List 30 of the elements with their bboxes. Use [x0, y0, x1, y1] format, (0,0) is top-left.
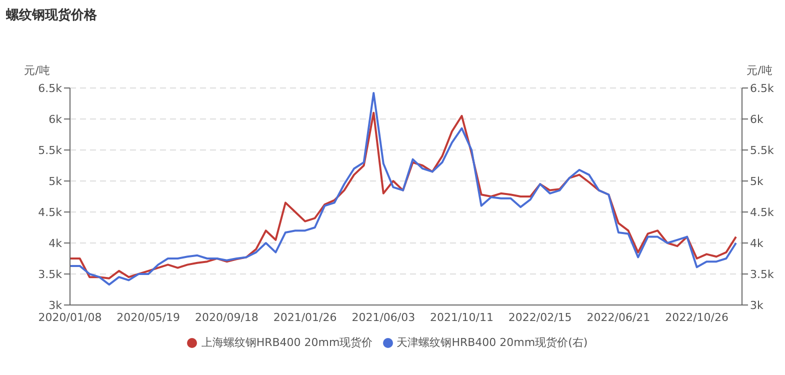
y2-tick-label: 4k	[750, 236, 764, 250]
y2-tick-label: 3.5k	[750, 268, 774, 281]
y-tick-label: 4k	[48, 236, 63, 250]
y-tick-label: 6.5k	[38, 82, 63, 95]
x-tick-label: 2021/06/03	[352, 310, 416, 324]
y2-tick-label: 6k	[750, 112, 764, 126]
y-tick-label: 3.5k	[38, 268, 63, 281]
y-tick-label: 6k	[48, 112, 63, 126]
x-tick-label: 2020/01/08	[38, 310, 102, 324]
y-tick-label: 3k	[48, 298, 63, 312]
legend-label: 上海螺纹钢HRB400 20mm现货价	[201, 336, 373, 349]
y-axis-title: 元/吨	[24, 64, 50, 77]
y2-tick-label: 6.5k	[750, 82, 774, 95]
y2-axis-title: 元/吨	[746, 64, 772, 77]
x-tick-label: 2022/10/26	[665, 310, 729, 324]
x-tick-label: 2021/10/11	[430, 310, 494, 324]
x-tick-label: 2020/09/18	[195, 310, 258, 324]
x-tick-label: 2022/02/15	[508, 310, 572, 324]
y2-tick-label: 3k	[750, 298, 764, 312]
y2-tick-label: 5k	[750, 174, 764, 188]
y2-tick-label: 5.5k	[750, 144, 774, 157]
y-tick-label: 4.5k	[38, 206, 63, 219]
x-tick-label: 2022/06/21	[586, 310, 650, 324]
x-tick-label: 2021/01/26	[273, 310, 337, 324]
y-tick-label: 5k	[48, 174, 63, 188]
y-tick-label: 5.5k	[38, 144, 63, 157]
chart-title: 螺纹钢现货价格	[6, 7, 97, 24]
y2-tick-label: 4.5k	[750, 206, 774, 219]
x-tick-label: 2020/05/19	[116, 310, 180, 324]
legend-label: 天津螺纹钢HRB400 20mm现货价(右)	[396, 336, 588, 349]
